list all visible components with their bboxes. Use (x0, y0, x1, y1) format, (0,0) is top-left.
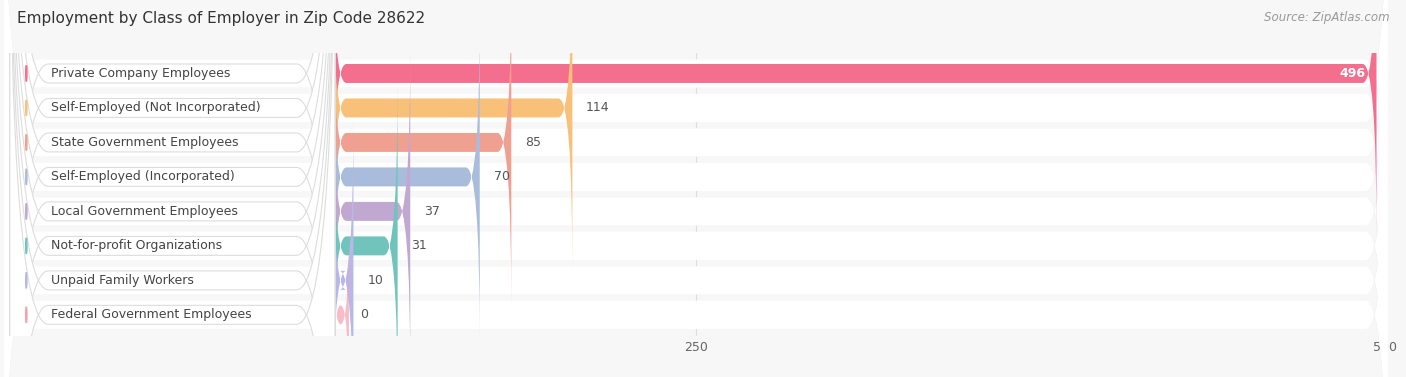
FancyBboxPatch shape (10, 0, 335, 377)
FancyBboxPatch shape (4, 53, 1388, 377)
Text: 31: 31 (412, 239, 427, 252)
FancyBboxPatch shape (4, 0, 1388, 370)
FancyBboxPatch shape (4, 0, 1388, 377)
FancyBboxPatch shape (4, 18, 1388, 377)
Text: Self-Employed (Incorporated): Self-Employed (Incorporated) (51, 170, 235, 184)
Text: 10: 10 (367, 274, 382, 287)
FancyBboxPatch shape (4, 0, 1388, 377)
FancyBboxPatch shape (4, 0, 1388, 377)
FancyBboxPatch shape (4, 18, 1388, 377)
Text: State Government Employees: State Government Employees (51, 136, 239, 149)
Text: Unpaid Family Workers: Unpaid Family Workers (51, 274, 194, 287)
FancyBboxPatch shape (4, 53, 1388, 377)
Text: 37: 37 (425, 205, 440, 218)
Text: 496: 496 (1340, 67, 1365, 80)
FancyBboxPatch shape (10, 0, 335, 377)
Text: Local Government Employees: Local Government Employees (51, 205, 238, 218)
FancyBboxPatch shape (4, 0, 1388, 377)
FancyBboxPatch shape (4, 0, 1388, 377)
FancyBboxPatch shape (10, 0, 335, 377)
FancyBboxPatch shape (332, 0, 512, 305)
Text: 85: 85 (524, 136, 541, 149)
FancyBboxPatch shape (332, 0, 1376, 236)
Text: Source: ZipAtlas.com: Source: ZipAtlas.com (1264, 11, 1389, 24)
FancyBboxPatch shape (4, 0, 1388, 336)
FancyBboxPatch shape (10, 0, 335, 377)
FancyBboxPatch shape (332, 14, 479, 340)
FancyBboxPatch shape (332, 117, 353, 377)
FancyBboxPatch shape (4, 0, 1388, 377)
Text: Employment by Class of Employer in Zip Code 28622: Employment by Class of Employer in Zip C… (17, 11, 425, 26)
FancyBboxPatch shape (10, 0, 335, 377)
FancyBboxPatch shape (4, 0, 1388, 335)
FancyBboxPatch shape (332, 83, 398, 377)
Text: Private Company Employees: Private Company Employees (51, 67, 231, 80)
FancyBboxPatch shape (10, 0, 335, 377)
Text: 70: 70 (494, 170, 509, 184)
FancyBboxPatch shape (332, 0, 572, 271)
Text: Not-for-profit Organizations: Not-for-profit Organizations (51, 239, 222, 252)
FancyBboxPatch shape (4, 0, 1388, 370)
FancyBboxPatch shape (10, 0, 335, 377)
Text: 0: 0 (360, 308, 368, 321)
FancyBboxPatch shape (332, 221, 349, 377)
FancyBboxPatch shape (4, 0, 1388, 377)
FancyBboxPatch shape (332, 49, 411, 374)
Text: 114: 114 (586, 101, 610, 115)
FancyBboxPatch shape (4, 0, 1388, 377)
FancyBboxPatch shape (10, 0, 335, 377)
Text: Federal Government Employees: Federal Government Employees (51, 308, 252, 321)
Text: Self-Employed (Not Incorporated): Self-Employed (Not Incorporated) (51, 101, 260, 115)
